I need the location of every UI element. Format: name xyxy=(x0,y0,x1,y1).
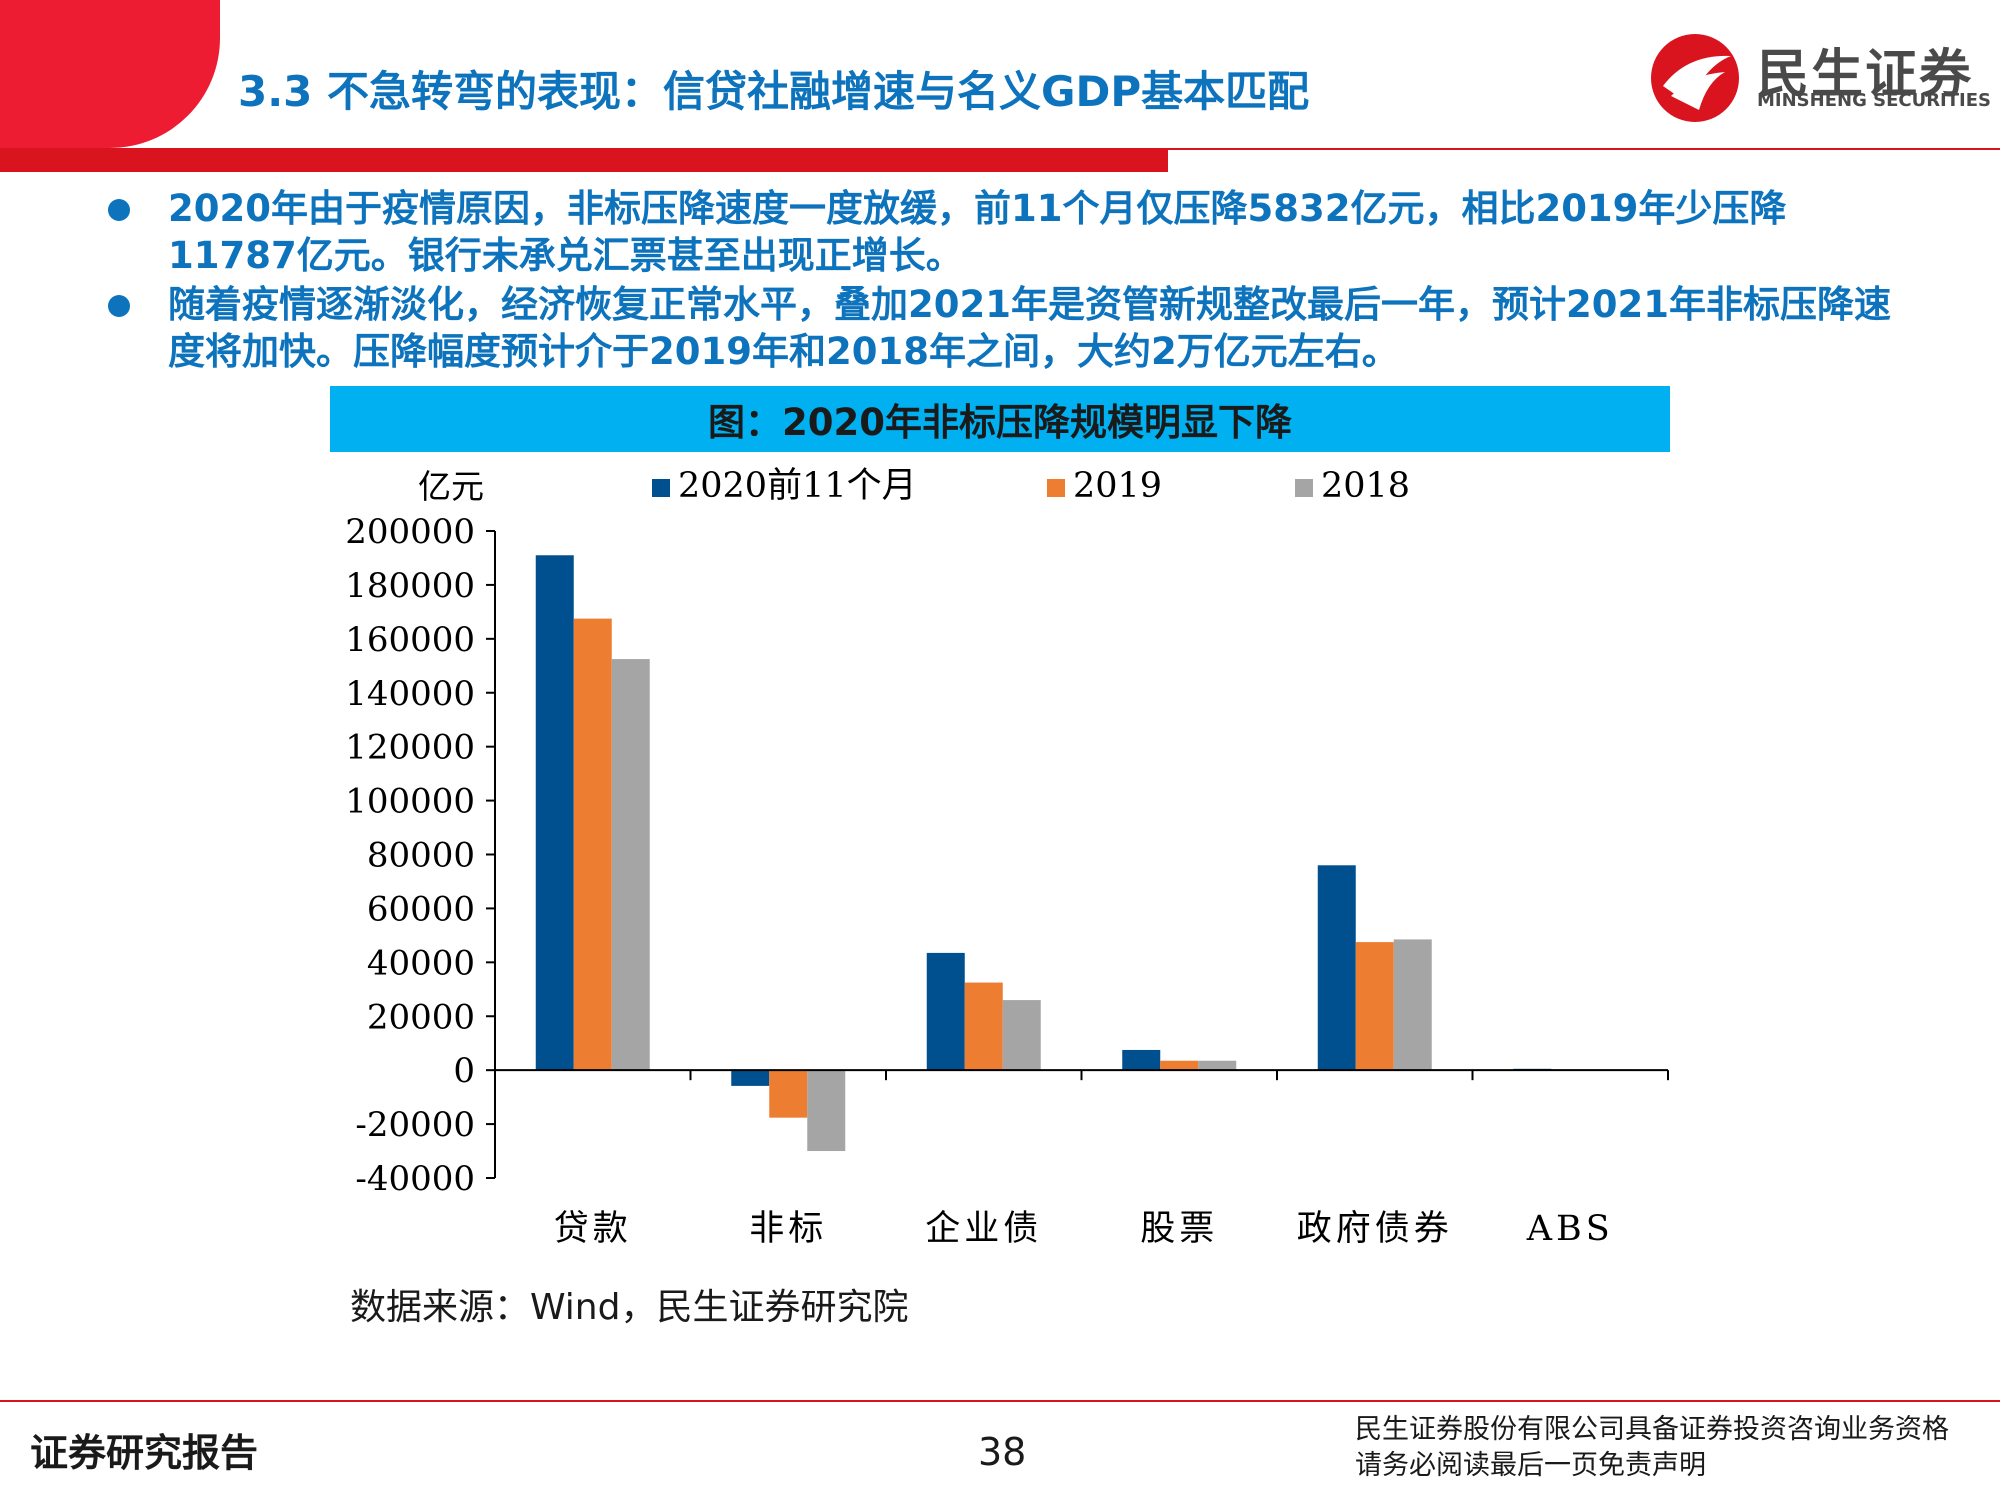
legend-label: 2018 xyxy=(1321,466,1410,506)
legend-swatch xyxy=(652,479,670,497)
bullet-dot-icon xyxy=(108,199,130,221)
footer-divider-line xyxy=(0,1400,2000,1402)
y-tick-label: 80000 xyxy=(367,836,475,876)
logo-name-en: MINSHENG SECURITIES xyxy=(1757,90,1991,111)
company-logo: 民生证券 MINSHENG SECURITIES xyxy=(1645,26,1991,126)
bar xyxy=(807,1070,846,1152)
y-tick-label: 120000 xyxy=(345,728,475,768)
y-axis-unit-label: 亿元 xyxy=(418,467,484,506)
y-tick-label: 140000 xyxy=(345,674,475,714)
page-title: 3.3 不急转弯的表现：信贷社融增速与名义GDP基本匹配 xyxy=(238,67,1310,116)
legend-swatch xyxy=(1295,479,1313,497)
y-tick-label: 180000 xyxy=(345,566,475,606)
bar xyxy=(1317,865,1356,1071)
bar xyxy=(1355,942,1394,1071)
y-tick-label: 200000 xyxy=(345,512,475,552)
bar xyxy=(1122,1049,1161,1071)
bar xyxy=(1002,1000,1041,1071)
header-divider-bar xyxy=(0,148,1168,172)
bullet-dot-icon xyxy=(108,295,130,317)
footer-disclaimer-line: 请务必阅读最后一页免责声明 xyxy=(1355,1450,1706,1481)
legend-swatch xyxy=(1047,479,1065,497)
bar xyxy=(731,1070,770,1086)
bar xyxy=(611,659,650,1071)
x-category-label: ABS xyxy=(1526,1209,1614,1249)
footer-report-label: 证券研究报告 xyxy=(30,1431,259,1475)
bar xyxy=(573,618,612,1071)
x-category-label: 政府债券 xyxy=(1297,1209,1453,1249)
bullet-text: 随着疫情逐渐淡化，经济恢复正常水平，叠加2021年是资管新规整改最后一年，预计2… xyxy=(168,283,1891,373)
bar xyxy=(1160,1060,1199,1071)
data-source: 数据来源：Wind，民生证券研究院 xyxy=(350,1287,909,1328)
bullet-list: 2020年由于疫情原因，非标压降速度一度放缓，前11个月仅压降5832亿元，相比… xyxy=(100,185,1900,377)
legend-label: 2020前11个月 xyxy=(678,466,917,506)
y-tick-label: 0 xyxy=(453,1051,475,1091)
logo-emblem-icon xyxy=(1651,34,1739,122)
footer-disclaimer: 民生证券股份有限公司具备证券投资咨询业务资格 请务必阅读最后一页免责声明 xyxy=(1355,1412,1949,1484)
chart-title: 图：2020年非标压降规模明显下降 xyxy=(708,401,1292,444)
footer-disclaimer-line: 民生证券股份有限公司具备证券投资咨询业务资格 xyxy=(1355,1414,1949,1445)
x-category-label: 股票 xyxy=(1140,1209,1218,1249)
bullet-text: 2020年由于疫情原因，非标压降速度一度放缓，前11个月仅压降5832亿元，相比… xyxy=(168,187,1787,277)
y-tick-label: 20000 xyxy=(367,997,475,1037)
y-tick-label: 60000 xyxy=(367,889,475,929)
header-corner-shape xyxy=(0,0,220,148)
header-divider-line xyxy=(1168,148,2000,150)
legend-label: 2019 xyxy=(1073,466,1162,506)
page-number: 38 xyxy=(978,1430,1027,1474)
y-tick-label: 160000 xyxy=(345,620,475,660)
bar xyxy=(926,952,965,1071)
y-tick-label: 40000 xyxy=(367,943,475,983)
bar xyxy=(1393,939,1432,1071)
y-tick-label: -40000 xyxy=(355,1159,475,1199)
bar xyxy=(535,555,574,1071)
x-category-label: 贷款 xyxy=(554,1209,632,1249)
chart-title-bar: 图：2020年非标压降规模明显下降 xyxy=(330,386,1670,452)
bar xyxy=(769,1070,808,1118)
y-tick-label: -20000 xyxy=(355,1105,475,1145)
bar xyxy=(964,982,1003,1071)
bullet-item: 随着疫情逐渐淡化，经济恢复正常水平，叠加2021年是资管新规整改最后一年，预计2… xyxy=(100,281,1900,375)
bar-chart: 2000001800001600001400001200001000008000… xyxy=(345,466,1669,1249)
x-category-label: 非标 xyxy=(749,1209,827,1249)
bar xyxy=(1198,1060,1237,1071)
y-tick-label: 100000 xyxy=(345,782,475,822)
logo-name-cn: 民生证券 xyxy=(1757,45,1974,105)
x-category-label: 企业债 xyxy=(925,1209,1042,1249)
bullet-item: 2020年由于疫情原因，非标压降速度一度放缓，前11个月仅压降5832亿元，相比… xyxy=(100,185,1900,279)
